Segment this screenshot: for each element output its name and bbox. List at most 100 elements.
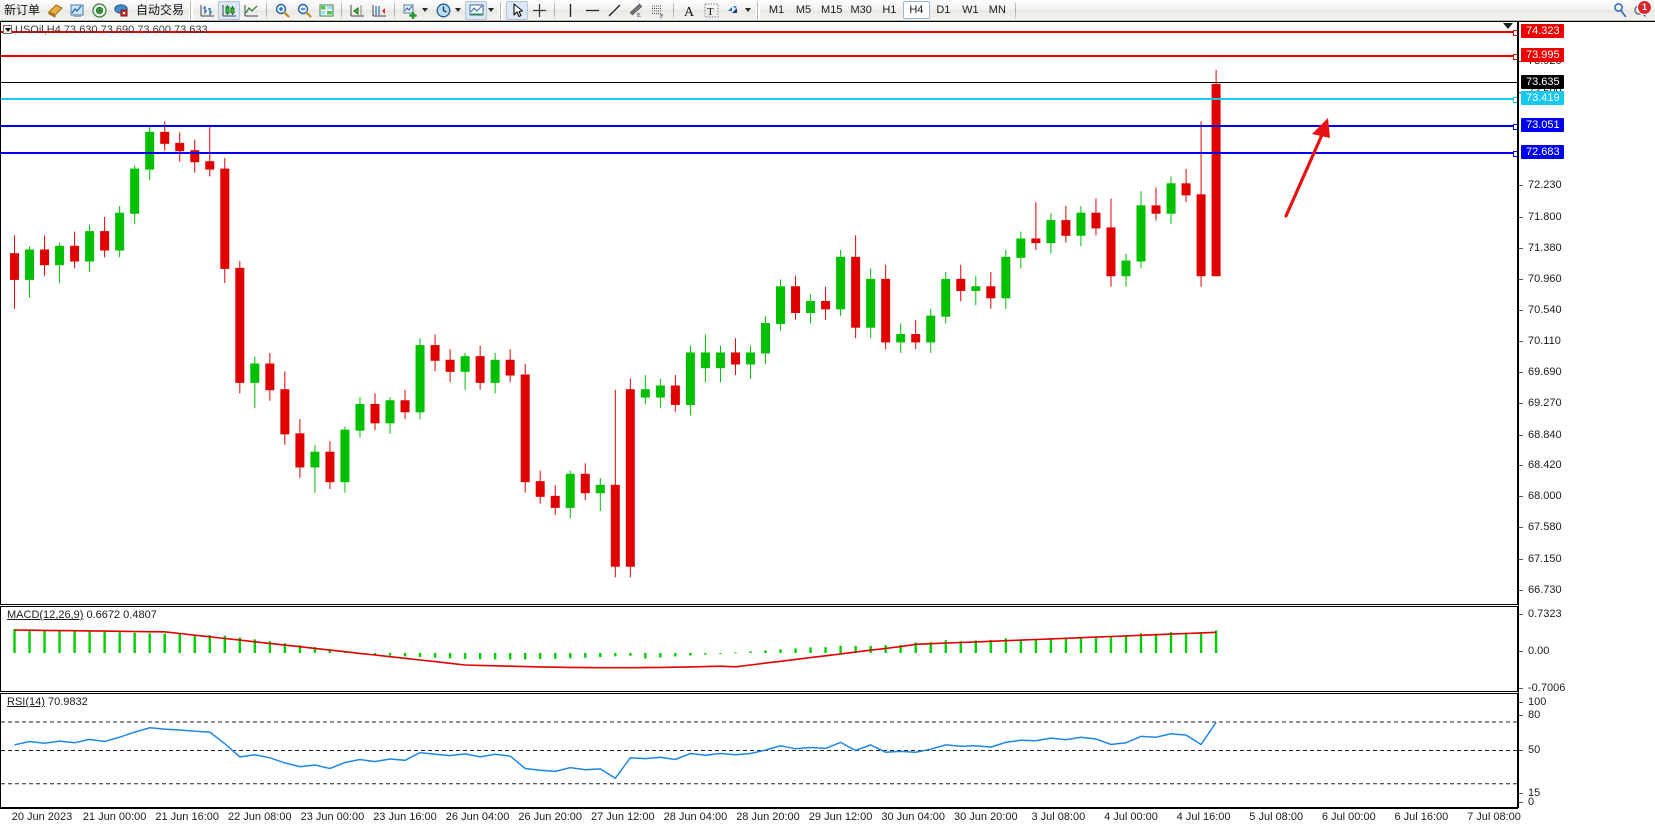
time-tick: 20 Jun 2023	[11, 811, 73, 823]
timeframe-m15[interactable]: M15	[821, 4, 843, 16]
price-level-line-73-635[interactable]	[1, 81, 1517, 83]
price-level-line-74-323[interactable]	[1, 30, 1517, 37]
price-pane[interactable]: USOil,H4 73.630 73.690 73.600 73.633	[0, 22, 1518, 605]
shapes-icon[interactable]	[722, 1, 744, 20]
fibonacci-icon[interactable]: F	[647, 1, 669, 20]
zoom-in-icon[interactable]	[271, 1, 293, 20]
price-level-label-73-419[interactable]: 73.419	[1521, 90, 1564, 105]
rsi-tick: 100	[1519, 696, 1546, 708]
macd-pane[interactable]: MACD(12,26,9) 0.6672 0.4807	[0, 606, 1518, 692]
toolbar-grip[interactable]	[189, 1, 194, 19]
candlestick-chart-icon[interactable]	[218, 0, 241, 20]
rsi-tick: 80	[1519, 709, 1540, 721]
bar-chart-icon[interactable]	[196, 1, 218, 20]
price-pane-minimize-button[interactable]	[3, 25, 12, 34]
price-scale[interactable]: 73.92073.50072.23071.80071.38070.96070.5…	[1518, 22, 1655, 808]
equidistant-channel-icon[interactable]: E	[625, 1, 647, 20]
toolbar-grip-3[interactable]	[756, 1, 761, 19]
templates-icon[interactable]	[465, 0, 488, 20]
timeframe-m30[interactable]: M30	[850, 4, 872, 16]
price-level-label-73-635[interactable]: 73.635	[1521, 74, 1564, 89]
alerts-icon[interactable]: 1	[1631, 0, 1652, 20]
macd-tick: 0.7323	[1519, 608, 1562, 620]
shapes-dropdown-caret[interactable]	[745, 8, 752, 12]
svg-text:F: F	[660, 14, 664, 19]
price-tick: 68.840	[1519, 429, 1562, 441]
price-level-line-73-051[interactable]	[1, 123, 1517, 130]
price-tick: 66.730	[1519, 584, 1562, 596]
period-dropdown-caret[interactable]	[455, 8, 462, 12]
chart-shift-icon[interactable]	[346, 1, 368, 20]
price-level-line-73-995[interactable]	[1, 54, 1517, 61]
market-watch-icon[interactable]	[66, 1, 88, 20]
toolbar-grip-2[interactable]	[499, 1, 504, 19]
chart-area[interactable]: USOil,H4 73.630 73.690 73.600 73.633 MAC…	[0, 21, 1655, 826]
vertical-line-icon[interactable]	[559, 1, 581, 20]
price-tick: 71.380	[1519, 242, 1562, 254]
search-icon[interactable]	[1609, 1, 1631, 20]
toolbar-separator-3	[394, 1, 396, 19]
candlestick-series	[10, 69, 1221, 578]
price-level-line-72-683[interactable]	[1, 150, 1517, 157]
time-tick: 6 Jul 00:00	[1321, 811, 1376, 823]
text-label-icon[interactable]: T	[700, 1, 722, 20]
time-scale[interactable]: 20 Jun 2023 21 Jun 00:00 21 Jun 16:00 22 Ju…	[0, 808, 1521, 826]
templates-dropdown-caret[interactable]	[488, 8, 495, 12]
timeframe-d1[interactable]: D1	[936, 4, 951, 16]
timeframe-h4[interactable]: H4	[902, 1, 930, 19]
time-tick: 6 Jul 16:00	[1394, 811, 1449, 823]
time-tick: 23 Jun 16:00	[373, 811, 437, 823]
navigator-icon[interactable]	[88, 1, 110, 20]
new-order-button[interactable]: 新订单	[4, 3, 41, 17]
period-icon[interactable]	[432, 1, 454, 20]
timeframe-m1[interactable]: M1	[768, 4, 785, 16]
main-toolbar: 新订单	[0, 0, 1655, 21]
time-tick: 28 Jun 04:00	[663, 811, 728, 823]
horizontal-line-icon[interactable]	[581, 1, 603, 20]
auto-scroll-icon[interactable]	[368, 1, 390, 20]
rsi-label: RSI(14) 70.9832	[7, 696, 88, 708]
rsi-pane[interactable]: RSI(14) 70.9832	[0, 693, 1518, 808]
svg-text:T: T	[707, 6, 714, 18]
grid-icon[interactable]	[315, 1, 337, 20]
timeframe-h1[interactable]: H1	[882, 4, 897, 16]
macd-tick: -0.7006	[1519, 682, 1565, 694]
price-level-label-73-051[interactable]: 73.051	[1521, 117, 1564, 132]
toolbar-separator-4	[554, 1, 556, 19]
price-level-line-73-419[interactable]	[1, 96, 1517, 103]
chart-collapse-icon[interactable]	[1503, 23, 1513, 29]
text-icon[interactable]: A	[678, 1, 700, 20]
price-level-label-73-995[interactable]: 73.995	[1521, 48, 1564, 63]
timeframe-w1[interactable]: W1	[962, 4, 979, 16]
price-level-label-72-683[interactable]: 72.683	[1521, 144, 1564, 159]
trendline-icon[interactable]	[603, 1, 625, 20]
red-up-arrow	[1284, 118, 1330, 218]
time-tick: 21 Jun 00:00	[82, 811, 147, 823]
rsi-series	[1, 721, 1517, 785]
cursor-icon[interactable]	[506, 0, 529, 20]
timeframe-m5[interactable]: M5	[795, 4, 812, 16]
autotrading-button[interactable]: 自动交易	[136, 3, 185, 17]
indicators-icon[interactable]	[399, 1, 421, 20]
time-tick: 30 Jun 20:00	[953, 811, 1018, 823]
terminal-icon[interactable]	[110, 1, 132, 20]
time-tick: 28 Jun 20:00	[736, 811, 800, 823]
price-tick: 71.800	[1519, 211, 1562, 223]
price-tick: 68.420	[1519, 459, 1562, 471]
indicators-dropdown-caret[interactable]	[422, 8, 429, 12]
zoom-out-icon[interactable]	[293, 1, 315, 20]
data-window-icon[interactable]	[44, 1, 66, 20]
line-chart-icon[interactable]	[240, 1, 262, 20]
timeframe-mn[interactable]: MN	[988, 4, 1006, 16]
crosshair-icon[interactable]	[528, 1, 550, 20]
symbol-header: USOil,H4 73.630 73.690 73.600 73.633	[15, 24, 208, 36]
price-tick: 67.580	[1519, 521, 1562, 533]
macd-tick: 0.00	[1519, 645, 1549, 657]
toolbar-separator-6	[1014, 1, 1016, 19]
time-tick: 5 Jul 08:00	[1249, 811, 1304, 823]
time-tick: 7 Jul 08:00	[1467, 811, 1521, 823]
macd-label: MACD(12,26,9) 0.6672 0.4807	[7, 609, 157, 621]
price-level-label-74-323[interactable]: 74.323	[1521, 24, 1564, 39]
time-tick: 30 Jun 04:00	[881, 811, 945, 823]
